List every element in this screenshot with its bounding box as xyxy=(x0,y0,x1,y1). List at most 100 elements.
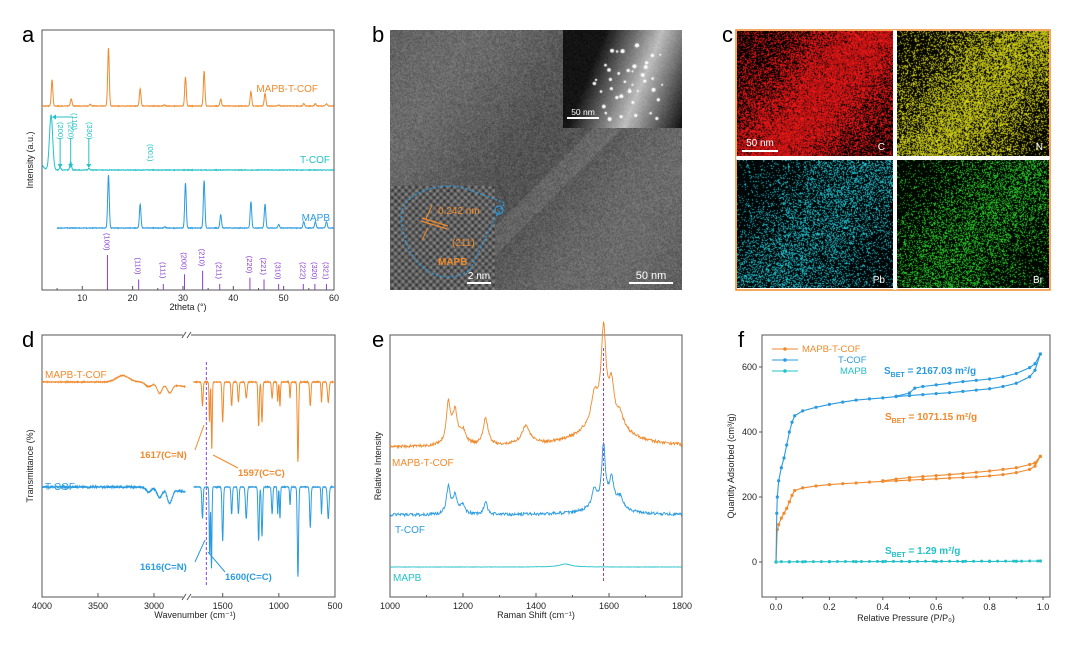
isotherm-point xyxy=(1036,560,1039,563)
index-label: (330) xyxy=(85,122,94,140)
isotherm-point xyxy=(790,494,793,497)
isotherm-point xyxy=(1015,471,1018,474)
legend-label: MAPB-T-COF xyxy=(802,344,861,355)
isotherm-point xyxy=(852,560,855,563)
reference-label: (321) xyxy=(321,262,330,280)
isotherm-point xyxy=(975,471,978,474)
legend-marker xyxy=(783,358,787,362)
scale-label: 50 nm xyxy=(636,270,667,282)
x-tick-label: 1800 xyxy=(672,601,692,611)
y-tick-label: 200 xyxy=(742,492,757,502)
isotherm-point xyxy=(788,430,791,433)
peak-annotation: 1616(C=N) xyxy=(140,562,187,573)
x-axis-label: Raman Shift (cm⁻¹) xyxy=(497,610,575,620)
isotherm-point xyxy=(774,560,777,563)
isotherm-point xyxy=(924,560,927,563)
d-spacing-label: 0.242 nm xyxy=(438,206,480,217)
panel-letter-b: b xyxy=(372,22,384,47)
arrow-head-icon xyxy=(52,115,56,120)
isotherm-point xyxy=(780,517,783,520)
x-tick-label: 0.0 xyxy=(770,602,783,612)
y-tick-label: 0 xyxy=(752,557,757,567)
isotherm-point xyxy=(841,482,844,485)
y-axis-label: Relative Intensity xyxy=(373,431,383,500)
x-axis-label: Relative Pressure (P/P₀) xyxy=(857,613,955,623)
isotherm-point xyxy=(988,560,991,563)
isotherm-point xyxy=(876,560,879,563)
isotherm-point xyxy=(855,560,858,563)
isotherm-point xyxy=(980,560,983,563)
annotation-arrow xyxy=(208,552,225,572)
isotherm-point xyxy=(1033,461,1036,464)
isotherm-point xyxy=(1039,559,1042,562)
isotherm-point xyxy=(948,560,951,563)
sbet-subscript: BET xyxy=(892,418,907,425)
peak-annotation: 1597(C=C) xyxy=(238,468,285,479)
isotherm-point xyxy=(868,480,871,483)
x-tick-label: 20 xyxy=(128,293,138,303)
isotherm-point xyxy=(881,560,884,563)
isotherm-point xyxy=(1001,375,1004,378)
index-label: (001) xyxy=(146,144,155,162)
panel-letter-c: c xyxy=(722,22,733,47)
scale-label: 2 nm xyxy=(468,271,490,282)
y-axis-label: Quantity Adsorbed (cm³/g) xyxy=(726,413,736,518)
isotherm-point xyxy=(814,484,817,487)
sbet-subscript: BET xyxy=(892,552,907,559)
ftir-curve-mapb-t-cof xyxy=(194,382,336,462)
isotherm-point xyxy=(935,392,938,395)
xrd-curve-mapb xyxy=(57,175,334,228)
x-tick-label: 500 xyxy=(327,601,342,611)
y-tick-label: 400 xyxy=(742,427,757,437)
isotherm-point xyxy=(1015,466,1018,469)
reference-label: (221) xyxy=(259,258,268,276)
panel-letter-f: f xyxy=(738,327,745,352)
ftir-curve-t-cof xyxy=(194,487,336,577)
isotherm-point xyxy=(841,401,844,404)
annotation-arrow xyxy=(213,455,238,468)
sbet-label: SBET = 1.29 m²/g xyxy=(885,546,960,559)
isotherm-point xyxy=(961,380,964,383)
isotherm-point xyxy=(814,406,817,409)
isotherm-point xyxy=(935,477,938,480)
isotherm-point xyxy=(956,560,959,563)
isotherm-point xyxy=(804,560,807,563)
isotherm-point xyxy=(785,443,788,446)
x-tick-label: 1600 xyxy=(599,601,619,611)
isotherm-point xyxy=(1028,560,1031,563)
x-tick-label: 40 xyxy=(228,293,238,303)
isotherm-point xyxy=(975,388,978,391)
isotherm-point xyxy=(964,560,967,563)
series-label: MAPB-T-COF xyxy=(256,84,318,95)
peak-annotation: 1617(C=N) xyxy=(140,450,187,461)
legend-marker xyxy=(783,347,787,351)
isotherm-point xyxy=(948,382,951,385)
legend-label: T-COF xyxy=(838,355,867,366)
peak-annotation: 1600(C=C) xyxy=(225,572,272,583)
isotherm-point xyxy=(908,560,911,563)
isotherm-point xyxy=(972,560,975,563)
isotherm-point xyxy=(1033,362,1036,365)
isotherm-point xyxy=(828,560,831,563)
x-tick-label: 0.6 xyxy=(930,602,943,612)
isotherm-point xyxy=(940,560,943,563)
sbet-value: = 1071.15 m²/g xyxy=(906,412,977,423)
isotherm-point xyxy=(1028,463,1031,466)
isotherm-point xyxy=(801,486,804,489)
xrd-plot-area xyxy=(42,30,334,290)
x-tick-label: 1000 xyxy=(380,601,400,611)
x-tick-label: 0.8 xyxy=(983,602,996,612)
isotherm-point xyxy=(961,472,964,475)
isotherm-point xyxy=(996,560,999,563)
isotherm-point xyxy=(780,466,783,469)
x-tick-label: 10 xyxy=(77,293,87,303)
phase-label: MAPB xyxy=(438,257,467,268)
isotherm-point xyxy=(868,560,871,563)
reference-label: (320) xyxy=(310,262,319,280)
isotherm-point xyxy=(948,391,951,394)
isotherm-point xyxy=(855,481,858,484)
series-label: MAPB-T-COF xyxy=(392,458,454,469)
isotherm-point xyxy=(777,479,780,482)
element-label-br: Br xyxy=(1033,275,1044,286)
x-tick-label: 0.2 xyxy=(823,602,836,612)
